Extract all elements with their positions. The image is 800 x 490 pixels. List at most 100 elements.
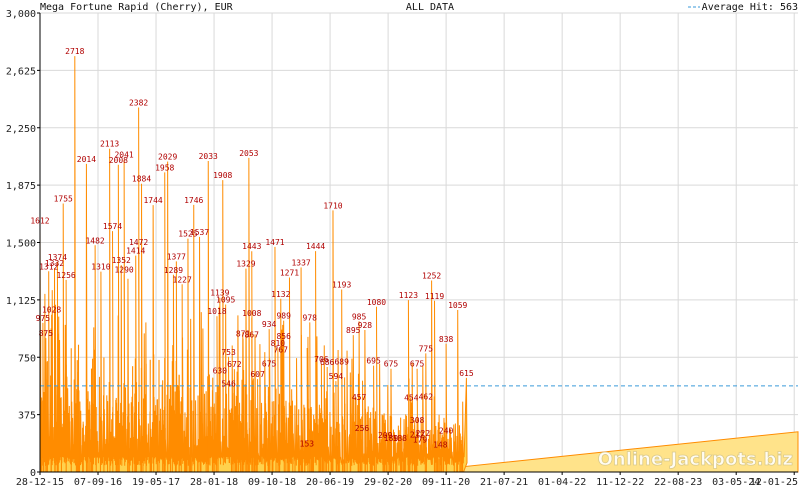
peak-label-76: 148 bbox=[433, 440, 448, 449]
peak-label-93: 546 bbox=[221, 379, 236, 388]
peak-label-36: 1018 bbox=[207, 307, 226, 316]
peak-label-26: 1377 bbox=[167, 252, 186, 261]
peak-label-20: 1884 bbox=[132, 175, 151, 184]
peak-label-11: 1482 bbox=[85, 236, 104, 245]
peak-label-25: 1958 bbox=[155, 163, 174, 172]
peak-label-35: 1095 bbox=[216, 295, 235, 304]
peak-label-61: 675 bbox=[384, 360, 399, 369]
peak-label-24: 2029 bbox=[158, 153, 177, 162]
peak-label-87: 672 bbox=[227, 360, 242, 369]
x-tick-label-12: 03-05-24 bbox=[712, 477, 760, 488]
x-axis-ticks: 28-12-15 07-09-16 19-05-17 28-01-18 09-10-18… bbox=[16, 472, 798, 488]
peak-label-79: 689 bbox=[334, 358, 349, 367]
legend-average-hit: Average Hit: 563 bbox=[702, 2, 798, 13]
peak-label-34: 1139 bbox=[210, 289, 229, 298]
peak-label-18: 1290 bbox=[114, 266, 133, 275]
peak-label-47: 1444 bbox=[306, 242, 325, 251]
y-tick-label-2: 750 bbox=[18, 353, 36, 364]
peak-label-82: 594 bbox=[329, 372, 344, 381]
x-tick-label-1: 07-09-16 bbox=[74, 477, 122, 488]
y-tick-label-8: 3,000 bbox=[6, 9, 36, 20]
peak-label-53: 895 bbox=[346, 326, 361, 335]
peak-label-73: 222 bbox=[416, 429, 431, 438]
x-tick-label-6: 29-02-20 bbox=[364, 477, 412, 488]
y-tick-label-4: 1,500 bbox=[6, 239, 36, 250]
peak-label-50: 1193 bbox=[332, 280, 351, 289]
peak-label-86: 607 bbox=[250, 370, 265, 379]
peak-label-88: 675 bbox=[262, 360, 277, 369]
peak-label-4: 1256 bbox=[56, 271, 75, 280]
y-tick-label-6: 2,250 bbox=[6, 124, 36, 135]
peak-label-70: 189 bbox=[384, 434, 399, 443]
peak-label-9: 2718 bbox=[65, 47, 84, 56]
x-tick-label-8: 21-07-21 bbox=[480, 477, 528, 488]
y-axis-ticks: 0 375 750 1,125 1,500 1,875 2,250 2,625 3,000 bbox=[6, 9, 40, 479]
peak-label-48: 978 bbox=[303, 313, 318, 322]
peak-label-63: 615 bbox=[459, 369, 474, 378]
peak-label-60: 1059 bbox=[448, 301, 467, 310]
peak-label-68: 256 bbox=[355, 424, 370, 433]
peak-label-80: 695 bbox=[366, 357, 381, 366]
peak-label-14: 2113 bbox=[100, 140, 119, 149]
peak-label-17: 1352 bbox=[112, 256, 131, 265]
peak-label-89: 753 bbox=[221, 348, 236, 357]
chart-center-title: ALL DATA bbox=[406, 2, 454, 13]
x-tick-label-13: 12-01-25 bbox=[750, 477, 798, 488]
peak-label-78: 686 bbox=[320, 358, 335, 367]
peak-label-6: 975 bbox=[36, 314, 51, 323]
peak-label-31: 1537 bbox=[190, 228, 209, 237]
peak-label-55: 1123 bbox=[399, 291, 418, 300]
peak-label-72: 212 bbox=[410, 431, 425, 440]
x-tick-label-9: 01-04-22 bbox=[538, 477, 586, 488]
y-tick-label-5: 1,875 bbox=[6, 181, 36, 192]
peak-label-43: 1271 bbox=[280, 269, 299, 278]
peak-label-3: 1374 bbox=[48, 253, 67, 262]
peak-label-64: 457 bbox=[352, 393, 367, 402]
peak-label-51: 985 bbox=[352, 312, 367, 321]
x-tick-label-3: 28-01-18 bbox=[190, 477, 238, 488]
peak-label-56: 1252 bbox=[422, 271, 441, 280]
y-tick-label-1: 375 bbox=[18, 411, 36, 422]
peak-label-49: 1710 bbox=[323, 201, 342, 210]
peak-label-28: 1227 bbox=[173, 275, 192, 284]
peak-label-77: 153 bbox=[300, 440, 315, 449]
y-tick-label-0: 0 bbox=[30, 468, 36, 479]
peak-label-33: 1908 bbox=[213, 171, 232, 180]
peak-label-22: 1414 bbox=[126, 247, 145, 256]
peak-label-54: 1080 bbox=[367, 298, 386, 307]
peak-label-21: 1472 bbox=[129, 238, 148, 247]
peak-label-62: 675 bbox=[410, 360, 425, 369]
peak-label-74: 179 bbox=[413, 436, 428, 445]
x-tick-label-4: 09-10-18 bbox=[248, 477, 296, 488]
peak-label-13: 1574 bbox=[103, 222, 122, 231]
peak-label-66: 462 bbox=[419, 392, 434, 401]
peak-label-46: 934 bbox=[262, 320, 277, 329]
peak-label-92: 630 bbox=[213, 367, 228, 376]
x-tick-label-0: 28-12-15 bbox=[16, 477, 64, 488]
x-tick-label-5: 20-06-19 bbox=[306, 477, 354, 488]
peak-label-12: 1310 bbox=[91, 263, 110, 272]
peak-label-58: 775 bbox=[419, 344, 434, 353]
peak-label-27: 1289 bbox=[164, 266, 183, 275]
peak-label-29: 1525 bbox=[178, 230, 197, 239]
peak-label-40: 1008 bbox=[242, 309, 261, 318]
peak-label-81: 706 bbox=[314, 355, 329, 364]
peak-label-83: 810 bbox=[271, 339, 286, 348]
peak-label-90: 871 bbox=[236, 330, 251, 339]
x-tick-label-10: 11-12-22 bbox=[596, 477, 644, 488]
peak-label-57: 1119 bbox=[425, 292, 444, 301]
chart-title: Mega Fortune Rapid (Cherry), EUR bbox=[40, 2, 234, 13]
peak-label-10: 2014 bbox=[77, 155, 96, 164]
x-tick-label-7: 09-11-20 bbox=[422, 477, 470, 488]
peak-label-16: 2041 bbox=[114, 151, 133, 160]
peak-label-19: 2382 bbox=[129, 99, 148, 108]
peak-label-1: 1312 bbox=[39, 262, 58, 271]
peak-label-7: 875 bbox=[39, 329, 54, 338]
peak-label-32: 2033 bbox=[199, 152, 218, 161]
peak-label-69: 209 bbox=[378, 431, 393, 440]
peak-label-23: 1744 bbox=[143, 196, 162, 205]
grid-lines bbox=[39, 12, 798, 473]
peak-label-39: 1329 bbox=[236, 260, 255, 269]
